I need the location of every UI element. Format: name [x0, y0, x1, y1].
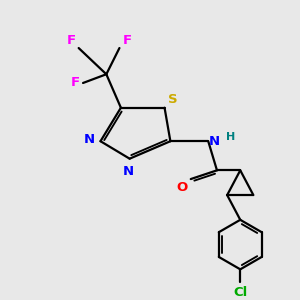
Text: H: H — [226, 132, 236, 142]
Text: O: O — [176, 181, 187, 194]
Text: F: F — [122, 34, 131, 46]
Text: F: F — [67, 34, 76, 46]
Text: F: F — [70, 76, 80, 89]
Text: N: N — [84, 133, 95, 146]
Text: S: S — [168, 93, 178, 106]
Text: N: N — [209, 135, 220, 148]
Text: Cl: Cl — [233, 286, 247, 299]
Text: N: N — [123, 165, 134, 178]
